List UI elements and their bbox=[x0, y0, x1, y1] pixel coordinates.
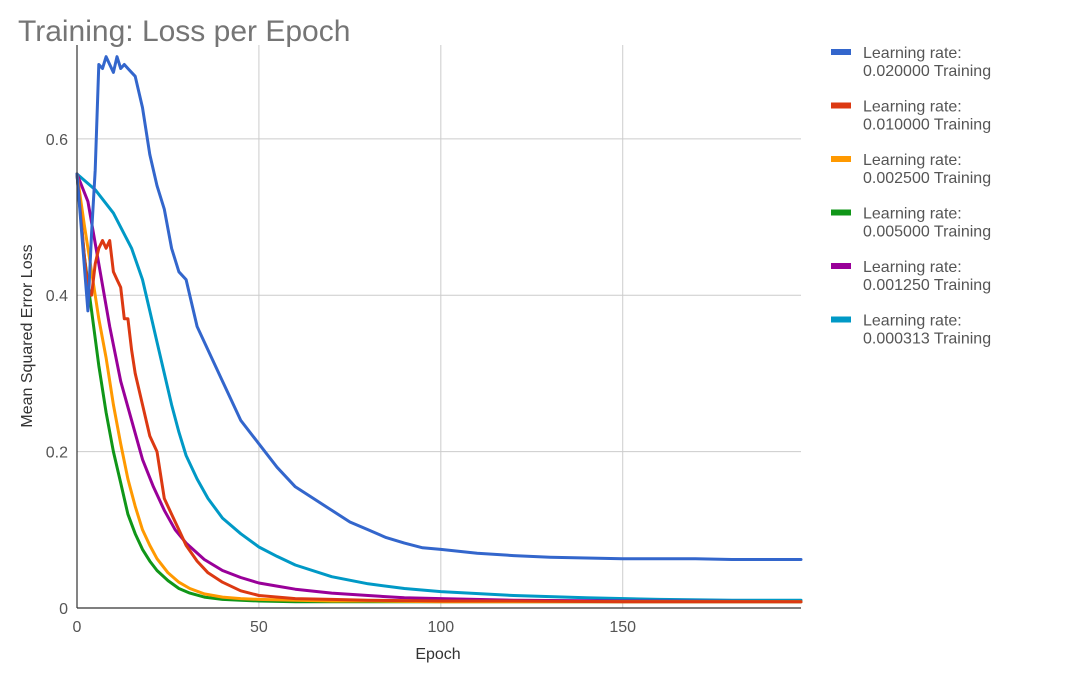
x-tick-label: 150 bbox=[609, 619, 636, 636]
legend-label-line2: 0.005000 Training bbox=[863, 224, 991, 241]
series-line bbox=[75, 55, 803, 561]
legend-label-line2: 0.020000 Training bbox=[863, 63, 991, 80]
legend-label-line2: 0.000313 Training bbox=[863, 331, 991, 348]
y-tick-label: 0.2 bbox=[46, 445, 68, 462]
series-line bbox=[75, 172, 803, 604]
legend-swatch bbox=[831, 263, 851, 269]
series-line bbox=[75, 172, 803, 604]
x-axis-label: Epoch bbox=[415, 646, 460, 663]
y-tick-label: 0.4 bbox=[46, 288, 68, 305]
legend-swatch bbox=[831, 156, 851, 162]
legend-swatch bbox=[831, 209, 851, 216]
grid bbox=[77, 45, 801, 608]
legend-label-line2: 0.002500 Training bbox=[863, 170, 991, 187]
legend-label-line2: 0.010000 Training bbox=[863, 117, 991, 134]
y-tick-label: 0.6 bbox=[46, 132, 68, 149]
legend-swatch bbox=[831, 316, 851, 323]
legend-label-line1: Learning rate: bbox=[863, 45, 962, 62]
legend-label-line1: Learning rate: bbox=[863, 99, 962, 116]
y-tick-label: 0 bbox=[59, 601, 68, 618]
legend-swatch bbox=[831, 49, 851, 55]
legend-label-line1: Learning rate: bbox=[863, 259, 962, 276]
y-axis-label: Mean Squared Error Loss bbox=[19, 244, 36, 427]
legend: Learning rate:0.020000 TrainingLearning … bbox=[831, 45, 991, 348]
series-line bbox=[75, 172, 803, 602]
legend-label-line1: Learning rate: bbox=[863, 206, 962, 223]
legend-label-line1: Learning rate: bbox=[863, 152, 962, 169]
x-tick-label: 100 bbox=[427, 619, 454, 636]
x-tick-label: 50 bbox=[250, 619, 268, 636]
chart-title: Training: Loss per Epoch bbox=[18, 15, 350, 48]
series-line bbox=[75, 172, 803, 604]
legend-label-line2: 0.001250 Training bbox=[863, 277, 991, 294]
series-lines bbox=[75, 55, 803, 604]
legend-swatch bbox=[831, 102, 851, 109]
series-line bbox=[75, 172, 803, 604]
axes: 0 50 100 150 0 0.2 0.4 0.6 bbox=[46, 45, 801, 636]
x-tick-label: 0 bbox=[73, 619, 82, 636]
legend-label-line1: Learning rate: bbox=[863, 313, 962, 330]
